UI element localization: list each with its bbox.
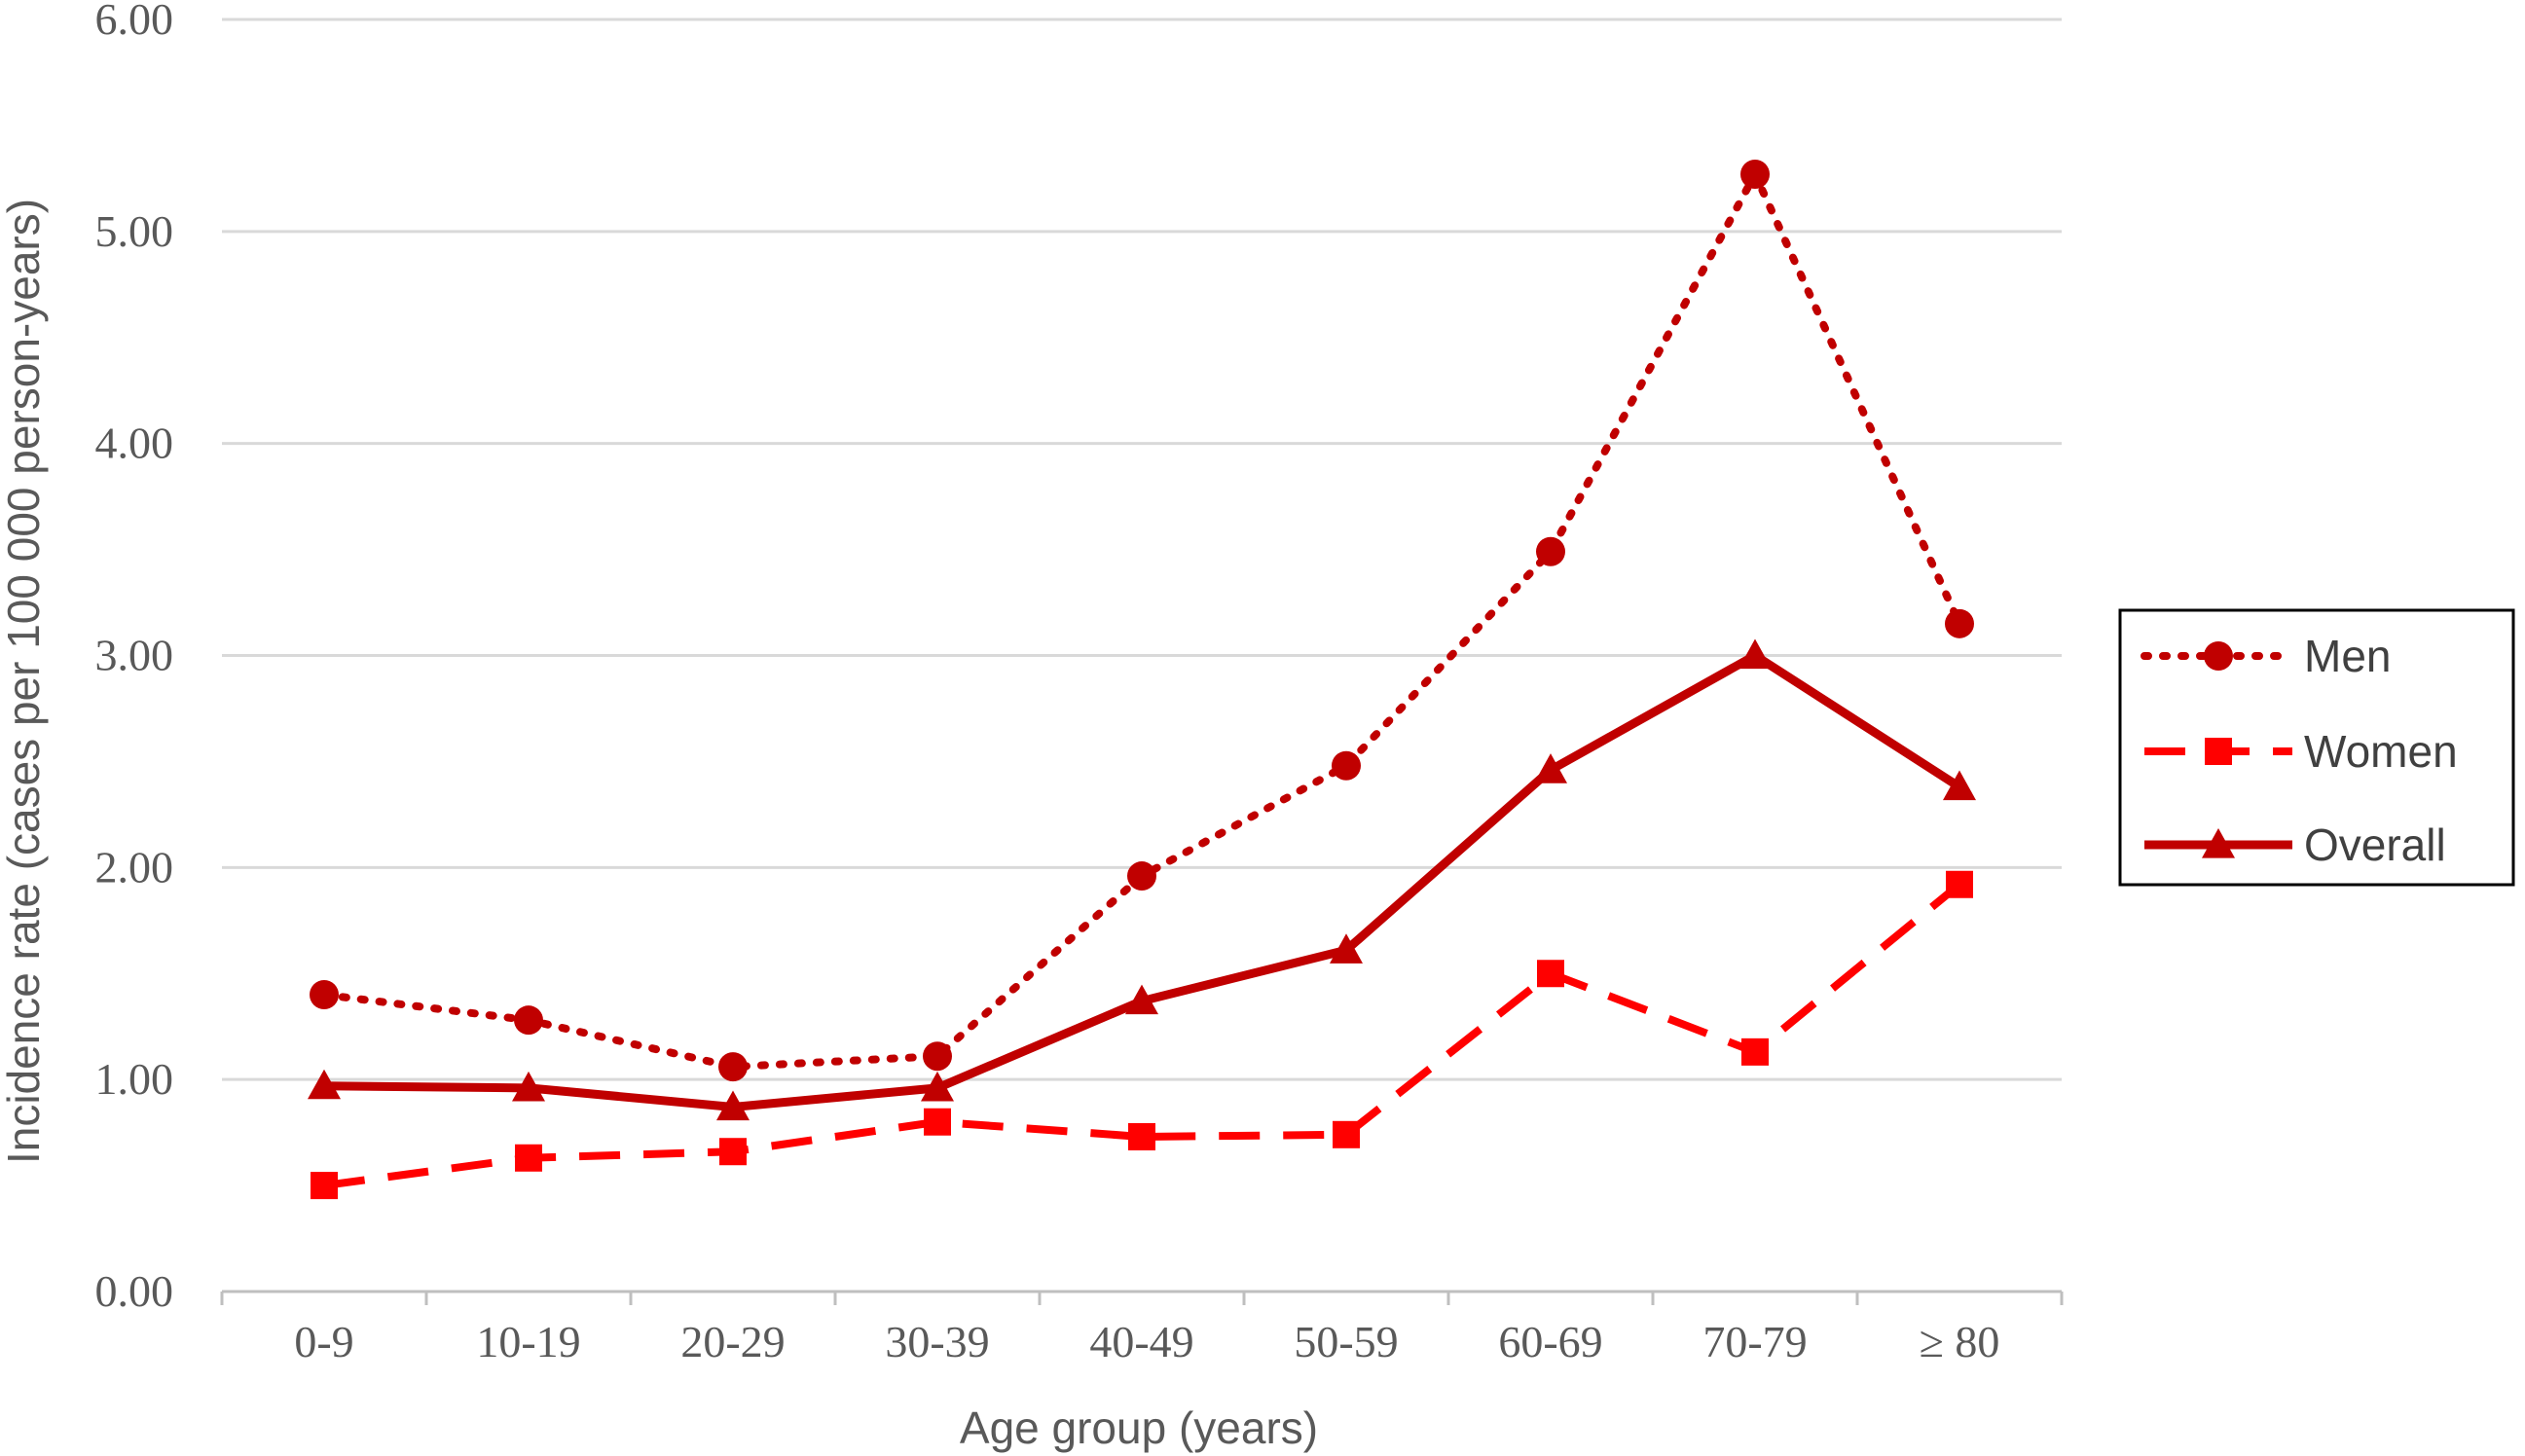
data-point-men xyxy=(1536,536,1565,566)
legend-marker-overall xyxy=(2202,828,2235,858)
series-line-women xyxy=(323,881,1962,1190)
data-point-overall xyxy=(1943,770,1976,801)
data-point-men xyxy=(310,980,339,1010)
data-point-women xyxy=(719,1138,747,1166)
legend-label-overall: Overall xyxy=(2304,819,2446,870)
y-tick-label: 5.00 xyxy=(95,206,174,256)
legend-marker-women xyxy=(2205,738,2232,765)
x-tick-label: 70-79 xyxy=(1702,1317,1807,1366)
data-point-overall xyxy=(921,1071,954,1102)
x-axis-tick-labels: 0-9 10-19 20-29 30-39 40-49 50-59 60-69 70-79 ≥ … xyxy=(294,1317,1999,1366)
data-point-women xyxy=(1741,1037,1769,1066)
legend: Men Women Overall xyxy=(2118,608,2515,887)
y-axis-tick-labels: 0.00 1.00 2.00 3.00 4.00 5.00 6.00 xyxy=(95,0,174,1316)
data-point-overall xyxy=(308,1069,341,1100)
y-tick-label: 0.00 xyxy=(95,1266,174,1316)
data-point-men xyxy=(923,1041,952,1072)
y-tick-label: 6.00 xyxy=(95,0,174,44)
x-tick-label: 60-69 xyxy=(1498,1317,1602,1366)
series-women xyxy=(311,870,1973,1200)
data-point-overall xyxy=(1534,753,1567,783)
legend-label-women: Women xyxy=(2304,726,2458,777)
x-tick-label: ≥ 80 xyxy=(1920,1317,2000,1366)
y-tick-label: 1.00 xyxy=(95,1054,174,1104)
data-point-overall xyxy=(512,1071,545,1102)
x-tick-label: 30-39 xyxy=(885,1317,989,1366)
data-point-men xyxy=(1127,861,1156,892)
data-point-women xyxy=(311,1172,338,1200)
y-tick-label: 4.00 xyxy=(95,419,174,468)
data-point-overall xyxy=(1125,984,1158,1015)
data-point-overall xyxy=(1738,638,1772,670)
x-tick-label: 40-49 xyxy=(1089,1317,1193,1366)
y-tick-label: 2.00 xyxy=(95,842,174,892)
x-tick-label: 20-29 xyxy=(680,1317,785,1366)
data-point-women xyxy=(1333,1120,1360,1148)
legend-label-men: Men xyxy=(2304,631,2391,681)
data-point-men xyxy=(1740,160,1770,190)
series-layer xyxy=(308,160,1976,1200)
data-point-women xyxy=(1946,870,1973,898)
x-tick-label: 50-59 xyxy=(1294,1317,1398,1366)
x-axis xyxy=(220,1290,2064,1305)
legend-marker-men xyxy=(2204,641,2233,671)
data-point-men xyxy=(1332,750,1361,781)
data-point-overall xyxy=(716,1090,750,1121)
x-tick-label: 0-9 xyxy=(294,1317,353,1366)
x-tick-label: 10-19 xyxy=(476,1317,580,1366)
series-overall xyxy=(308,638,1976,1121)
data-point-women xyxy=(1128,1122,1155,1150)
series-line-men xyxy=(320,170,1963,1072)
y-tick-label: 3.00 xyxy=(95,631,174,680)
data-point-women xyxy=(515,1144,542,1172)
data-point-men xyxy=(1945,608,1974,638)
x-axis-title: Age group (years) xyxy=(960,1402,1318,1453)
data-point-women xyxy=(1537,960,1564,988)
data-point-overall xyxy=(1330,933,1363,964)
y-axis-title: Incidence rate (cases per 100 000 person… xyxy=(0,199,49,1164)
data-point-men xyxy=(718,1052,748,1082)
gridlines xyxy=(222,18,2062,1081)
data-point-women xyxy=(924,1108,951,1136)
series-men xyxy=(310,160,1974,1082)
data-point-men xyxy=(514,1005,543,1036)
